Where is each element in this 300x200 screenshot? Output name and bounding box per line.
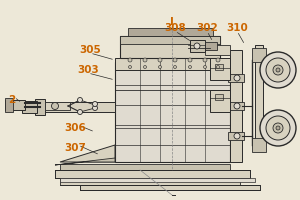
Circle shape [128,58,132,62]
Bar [252,48,266,62]
Circle shape [234,103,240,109]
Circle shape [77,110,83,114]
Circle shape [188,58,192,62]
Text: I: I [170,17,174,27]
Bar [22,101,37,113]
Bar [255,45,263,145]
Bar [228,132,244,140]
Bar [215,94,223,100]
Bar [45,102,70,110]
Circle shape [143,58,147,62]
Circle shape [194,43,200,49]
Bar [40,102,115,112]
Text: 310: 310 [226,23,248,33]
Bar [80,185,260,190]
Text: 307: 307 [64,143,86,153]
Text: 2: 2 [8,95,16,105]
Circle shape [52,102,58,110]
Bar [230,50,242,162]
Circle shape [128,66,131,68]
Circle shape [260,110,296,146]
Bar [115,62,230,162]
Circle shape [92,106,98,110]
Polygon shape [60,145,115,162]
Circle shape [273,65,283,75]
Text: 308: 308 [164,23,186,33]
Bar [120,36,220,58]
Bar [55,170,250,178]
Bar [5,98,13,112]
Circle shape [158,58,162,62]
Bar [60,164,230,170]
Circle shape [266,58,290,82]
Circle shape [217,66,220,68]
Circle shape [92,102,98,106]
Bar [128,28,213,36]
Polygon shape [55,158,115,165]
Circle shape [276,68,280,72]
Circle shape [203,66,206,68]
Circle shape [143,66,146,68]
Circle shape [188,66,191,68]
Circle shape [276,126,280,130]
Bar [228,74,244,82]
Bar [60,178,255,182]
Text: 302: 302 [196,23,218,33]
Circle shape [173,58,177,62]
Text: 305: 305 [79,45,101,55]
Bar [5,100,25,110]
Bar [205,45,230,55]
Bar [210,58,230,80]
Bar [35,99,45,115]
Circle shape [260,52,296,88]
Circle shape [203,58,207,62]
Bar [120,36,220,44]
Bar [190,40,205,52]
Bar [252,138,266,152]
Bar [215,64,223,70]
Circle shape [266,116,290,140]
Circle shape [173,66,176,68]
Circle shape [273,123,283,133]
Circle shape [158,66,161,68]
Bar [228,102,244,110]
Circle shape [77,98,83,102]
Circle shape [234,75,240,81]
Circle shape [216,58,220,62]
Bar [210,90,230,112]
Text: 306: 306 [64,123,86,133]
Bar [60,178,240,185]
Bar [205,42,217,50]
Text: 303: 303 [77,65,99,75]
Circle shape [234,133,240,139]
Bar [115,58,230,70]
